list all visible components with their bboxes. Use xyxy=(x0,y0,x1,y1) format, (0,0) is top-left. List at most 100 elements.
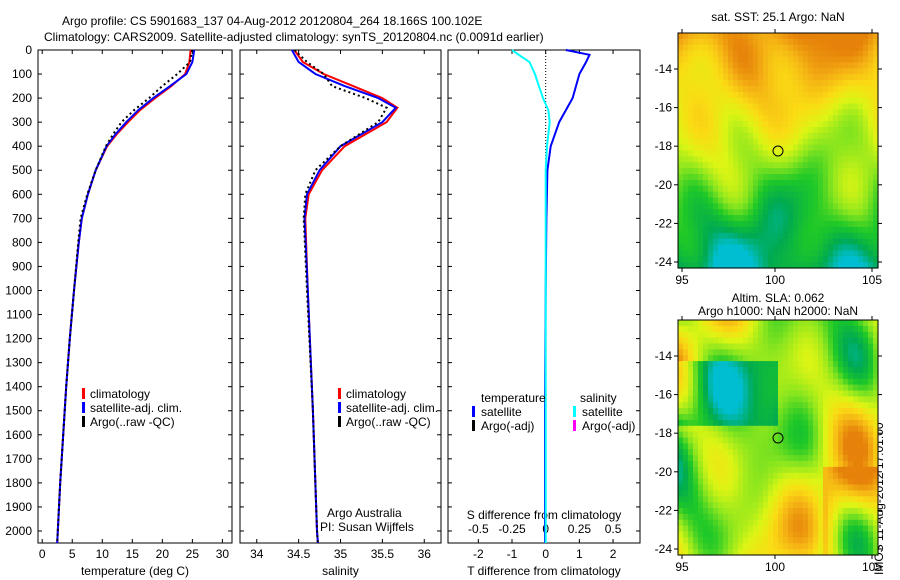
map-cell xyxy=(783,425,789,433)
map-cell xyxy=(713,525,719,533)
map-cell xyxy=(848,174,854,181)
map-cell xyxy=(733,127,739,134)
map-cell xyxy=(693,209,699,216)
map-cell xyxy=(823,244,829,251)
map-cell xyxy=(868,44,874,52)
map-cell xyxy=(713,256,719,263)
map-cell xyxy=(873,490,879,497)
map-cell xyxy=(828,431,834,439)
map-y-tick-label: -18 xyxy=(655,139,673,153)
map-cell xyxy=(798,525,804,533)
map-cell xyxy=(868,121,874,128)
map-cell xyxy=(683,50,689,58)
map-cell xyxy=(818,44,824,52)
map-cell xyxy=(708,156,714,163)
map-y-tick-label: -20 xyxy=(655,178,673,192)
map-cell xyxy=(768,185,774,193)
map-cell xyxy=(713,508,719,515)
map-cell xyxy=(793,372,799,380)
map-cell xyxy=(678,115,684,122)
map-cell xyxy=(803,331,809,339)
map-cell xyxy=(703,531,709,538)
map-cell xyxy=(693,127,699,134)
map-cell xyxy=(788,156,794,163)
map-cell xyxy=(868,179,874,187)
map-cell xyxy=(863,531,869,538)
map-cell xyxy=(758,472,764,480)
map-cell xyxy=(698,525,704,533)
map-cell xyxy=(733,331,739,339)
map-cell xyxy=(848,331,854,339)
map-cell xyxy=(738,132,744,140)
map-cell xyxy=(693,91,699,99)
map-cell xyxy=(863,478,869,486)
map-cell xyxy=(863,185,869,193)
map-cell xyxy=(778,168,784,175)
map-cell xyxy=(728,425,734,433)
map-cell xyxy=(833,490,839,497)
map-cell xyxy=(683,513,689,521)
map-cell xyxy=(738,519,744,527)
map-cell xyxy=(858,191,864,199)
map-cell xyxy=(818,215,824,222)
map-cell xyxy=(763,478,769,486)
map-cell xyxy=(733,390,739,397)
map-cell xyxy=(863,449,869,456)
map-cell xyxy=(708,238,714,246)
map-cell xyxy=(788,50,794,58)
map-cell xyxy=(748,343,754,350)
map-cell xyxy=(843,80,849,87)
map-cell xyxy=(728,68,734,75)
map-cell xyxy=(873,431,879,439)
map-cell xyxy=(778,33,784,40)
map-cell xyxy=(778,74,784,81)
map-cell xyxy=(698,56,704,63)
map-cell xyxy=(688,221,694,228)
map-cell xyxy=(753,372,759,380)
map-cell xyxy=(793,478,799,486)
map-cell xyxy=(793,115,799,122)
map-cell xyxy=(678,549,684,556)
map-cell xyxy=(688,62,694,69)
map-cell xyxy=(823,138,829,146)
map-cell xyxy=(798,455,804,462)
map-cell xyxy=(828,221,834,228)
map-cell xyxy=(858,256,864,263)
map-cell xyxy=(818,226,824,234)
map-cell xyxy=(758,80,764,87)
map-cell xyxy=(778,449,784,456)
map-cell xyxy=(843,156,849,163)
map-cell xyxy=(723,262,729,269)
map-cell xyxy=(773,38,779,46)
map-cell xyxy=(838,525,844,533)
map-cell xyxy=(688,179,694,187)
map-cell xyxy=(843,209,849,216)
map-cell xyxy=(718,449,724,456)
map-cell xyxy=(718,132,724,140)
map-cell xyxy=(793,496,799,503)
map-cell xyxy=(823,215,829,222)
map-cell xyxy=(808,484,814,491)
map-cell xyxy=(838,150,844,157)
map-cell xyxy=(738,396,744,403)
map-cell xyxy=(703,537,709,544)
map-cell xyxy=(703,513,709,521)
map-cell xyxy=(873,250,879,257)
map-cell xyxy=(678,221,684,228)
map-cell xyxy=(798,320,804,327)
map-cell xyxy=(733,537,739,544)
map-cell xyxy=(698,44,704,52)
map-cell xyxy=(678,325,684,333)
map-cell xyxy=(828,80,834,87)
map-cell xyxy=(843,502,849,509)
map-cell xyxy=(853,513,859,521)
map-cell xyxy=(733,238,739,246)
map-cell xyxy=(733,221,739,228)
map-cell xyxy=(803,402,809,409)
map-cell xyxy=(753,185,759,193)
map-cell xyxy=(678,121,684,128)
map-cell xyxy=(783,531,789,538)
map-cell xyxy=(788,127,794,134)
map-cell xyxy=(813,44,819,52)
